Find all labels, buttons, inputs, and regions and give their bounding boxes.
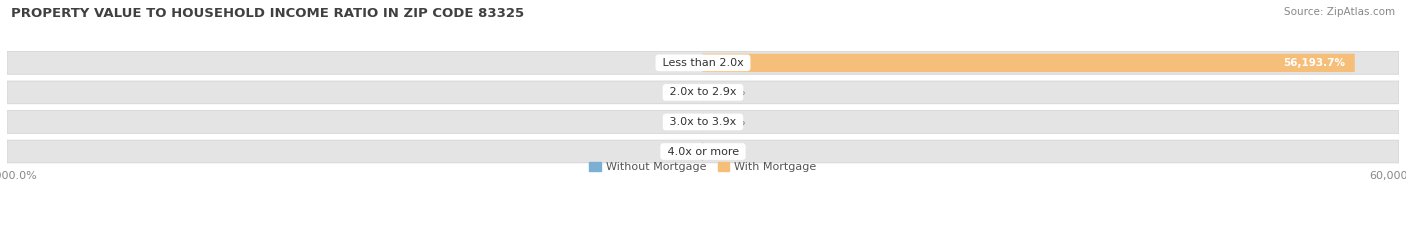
FancyBboxPatch shape [7,81,1399,104]
FancyBboxPatch shape [7,51,1399,74]
Legend: Without Mortgage, With Mortgage: Without Mortgage, With Mortgage [585,158,821,177]
Text: 3.0x to 3.9x: 3.0x to 3.9x [666,117,740,127]
Text: 56,193.7%: 56,193.7% [1284,58,1346,68]
Text: 27.9%: 27.9% [713,87,745,97]
Text: 52.1%: 52.1% [659,147,693,157]
FancyBboxPatch shape [703,54,1355,72]
Text: 2.0x to 2.9x: 2.0x to 2.9x [666,87,740,97]
Text: Source: ZipAtlas.com: Source: ZipAtlas.com [1284,7,1395,17]
Text: PROPERTY VALUE TO HOUSEHOLD INCOME RATIO IN ZIP CODE 83325: PROPERTY VALUE TO HOUSEHOLD INCOME RATIO… [11,7,524,20]
FancyBboxPatch shape [7,111,1399,133]
FancyBboxPatch shape [7,140,1399,163]
Text: 18.9%: 18.9% [713,147,745,157]
Text: 4.0x or more: 4.0x or more [664,147,742,157]
Text: 5.6%: 5.6% [668,117,693,127]
Text: 33.8%: 33.8% [661,58,693,68]
Text: 23.4%: 23.4% [713,117,745,127]
Text: 8.5%: 8.5% [666,87,693,97]
Text: Less than 2.0x: Less than 2.0x [659,58,747,68]
